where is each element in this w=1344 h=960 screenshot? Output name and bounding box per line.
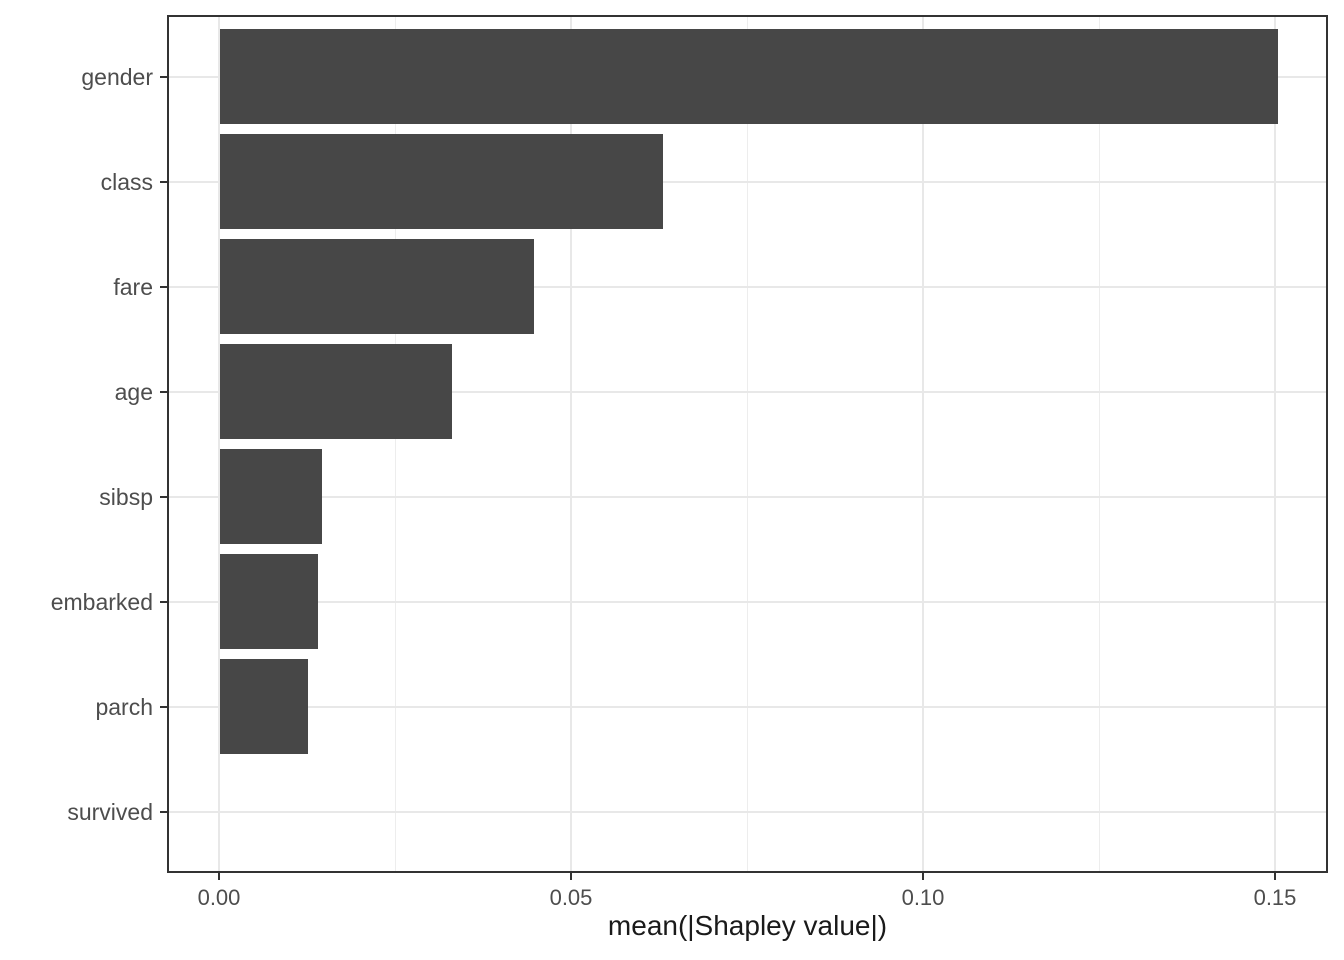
major-gridline-x	[922, 15, 924, 873]
bar-embarked	[220, 554, 318, 649]
y-tick-fare	[160, 286, 167, 288]
major-gridline-y	[167, 181, 1328, 183]
y-tick-sibsp	[160, 496, 167, 498]
minor-gridline-x	[746, 15, 748, 873]
x-axis-tick-label-0.15: 0.15	[1253, 885, 1297, 910]
y-tick-survived	[160, 811, 167, 813]
minor-gridline-x	[1098, 15, 1100, 873]
major-gridline-y	[167, 811, 1328, 813]
major-gridline-y	[167, 496, 1328, 498]
y-axis-label-gender: gender	[81, 64, 153, 90]
bar-fare	[220, 239, 534, 334]
y-axis-label-sibsp: sibsp	[99, 484, 153, 510]
major-gridline-x	[570, 15, 572, 873]
y-tick-gender	[160, 76, 167, 78]
x-axis-title: mean(|Shapley value|)	[607, 910, 888, 941]
y-tick-parch	[160, 706, 167, 708]
major-gridline-y	[167, 706, 1328, 708]
y-axis-label-fare: fare	[113, 274, 153, 300]
bar-sibsp	[220, 449, 322, 544]
y-axis-label-age: age	[114, 379, 153, 405]
bar-gender	[220, 29, 1278, 124]
bar-age	[220, 344, 452, 439]
plot-panel	[167, 15, 1328, 873]
minor-gridline-x	[394, 15, 396, 873]
major-gridline-y	[167, 391, 1328, 393]
major-gridline-y	[167, 286, 1328, 288]
bar-class	[220, 134, 663, 229]
y-axis-label-parch: parch	[95, 694, 153, 720]
x-tick-0.05	[570, 873, 572, 880]
y-tick-age	[160, 391, 167, 393]
y-axis-label-embarked: embarked	[50, 589, 153, 615]
y-tick-class	[160, 181, 167, 183]
x-tick-0.10	[922, 873, 924, 880]
bar-parch	[220, 659, 308, 754]
x-tick-0.00	[218, 873, 220, 880]
major-gridline-x	[1274, 15, 1276, 873]
x-tick-0.15	[1274, 873, 1276, 880]
major-gridline-x	[218, 15, 220, 873]
y-tick-embarked	[160, 601, 167, 603]
y-axis-label-class: class	[100, 169, 153, 195]
major-gridline-y	[167, 601, 1328, 603]
x-axis-tick-label-0.00: 0.00	[197, 885, 241, 910]
y-axis-label-survived: survived	[67, 799, 153, 825]
x-axis-tick-label-0.10: 0.10	[901, 885, 945, 910]
x-axis-tick-label-0.05: 0.05	[549, 885, 593, 910]
